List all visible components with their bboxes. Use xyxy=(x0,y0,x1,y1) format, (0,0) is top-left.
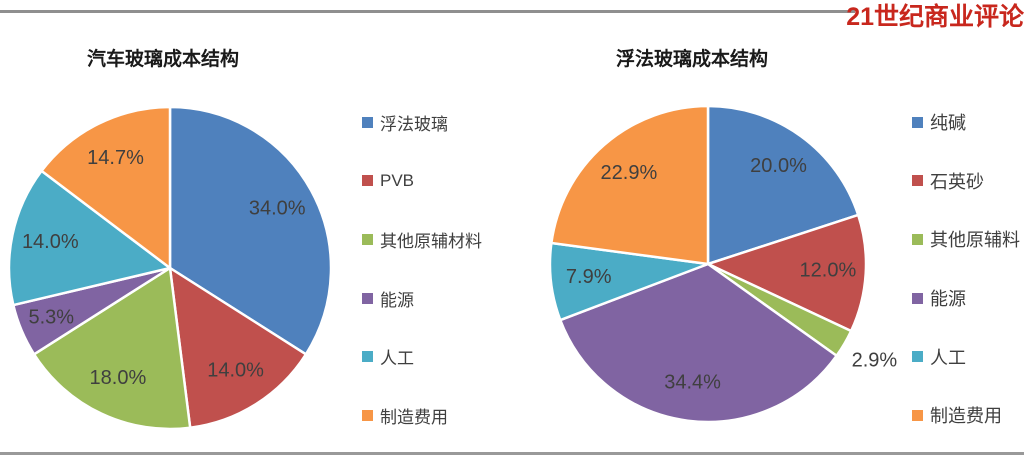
legend-label: 其他原辅料 xyxy=(930,230,1020,251)
pie-slice-4 xyxy=(559,262,838,424)
pie-slice-3 xyxy=(32,266,192,431)
legend-item: 制造费用 xyxy=(362,386,512,445)
legend-label: 制造费用 xyxy=(930,406,1002,427)
pie-slice-label: 34.4% xyxy=(664,371,721,393)
pie-slice-label: 18.0% xyxy=(90,367,147,389)
legend-swatch-icon xyxy=(362,409,373,421)
legend-swatch-icon xyxy=(912,233,923,245)
pie-slice-label: 2.9% xyxy=(852,350,898,372)
chart-title: 汽车玻璃成本结构 xyxy=(86,49,239,70)
legend-swatch-icon xyxy=(912,175,923,187)
pie-slice-label: 34.0% xyxy=(249,197,306,219)
pie-slice-label: 20.0% xyxy=(750,155,807,177)
legend-float-glass: 纯碱石英砂其他原辅料能源人工制造费用 xyxy=(912,93,1024,445)
legend-item: PVB xyxy=(362,152,512,211)
bottom-rule xyxy=(0,452,1024,455)
legend-swatch-icon xyxy=(912,409,923,421)
legend-label: 浮法玻璃 xyxy=(380,114,448,134)
legend-label: 制造费用 xyxy=(380,407,448,427)
legend-swatch-icon xyxy=(362,175,373,187)
legend-label: 人工 xyxy=(380,349,414,369)
legend-item: 石英砂 xyxy=(912,152,1024,211)
pie-slice-2 xyxy=(706,213,868,333)
legend-label: 能源 xyxy=(930,289,966,310)
pie-slice-label: 22.9% xyxy=(601,162,658,184)
top-rule xyxy=(0,10,855,13)
legend-label: 纯碱 xyxy=(930,113,966,134)
legend-item: 其他原辅材料 xyxy=(362,210,512,269)
legend-swatch-icon xyxy=(362,292,373,304)
legend-swatch-icon xyxy=(912,116,923,128)
pie-chart-float-glass: 20.0% 12.0% 2.9% 34.4% 7.9% 22.9% xyxy=(548,104,898,424)
pie-chart-auto-glass: 34.0% 14.0% 18.0% 5.3% 14.0% 14.7% xyxy=(7,105,333,431)
legend-swatch-icon xyxy=(912,351,923,363)
pie-slice-6 xyxy=(40,105,172,270)
legend-swatch-icon xyxy=(362,233,373,245)
legend-item: 纯碱 xyxy=(912,93,1024,152)
legend-item: 能源 xyxy=(912,269,1024,328)
legend-item: 制造费用 xyxy=(912,386,1024,445)
pie-slice-label: 5.3% xyxy=(29,306,75,328)
legend-item: 能源 xyxy=(362,269,512,328)
legend-swatch-icon xyxy=(362,351,373,363)
pie-slice-label: 14.7% xyxy=(87,147,144,169)
legend-label: 其他原辅材料 xyxy=(380,231,482,251)
legend-item: 其他原辅料 xyxy=(912,210,1024,269)
legend-swatch-icon xyxy=(362,116,373,128)
pie-slice-1 xyxy=(706,104,860,266)
legend-item: 人工 xyxy=(912,327,1024,386)
legend-label: 能源 xyxy=(380,290,414,310)
pie-slice-label: 14.0% xyxy=(22,231,79,253)
pie-slice-2 xyxy=(168,266,308,429)
legend-label: 石英砂 xyxy=(930,171,984,192)
legend-label: PVB xyxy=(380,170,415,190)
chart-title: 浮法玻璃成本结构 xyxy=(615,49,768,70)
pie-slice-5 xyxy=(7,169,172,307)
legend-swatch-icon xyxy=(912,292,923,304)
brand-logo: 21世纪商业评论 xyxy=(846,3,1024,31)
legend-auto-glass: 浮法玻璃 PVB 其他原辅材料 能源人工制造费用 xyxy=(362,93,512,445)
pie-slice-label: 12.0% xyxy=(800,260,857,282)
legend-item: 浮法玻璃 xyxy=(362,93,512,152)
pie-slice-label: 7.9% xyxy=(566,266,612,288)
legend-item: 人工 xyxy=(362,327,512,386)
pie-slice-6 xyxy=(550,104,710,266)
pie-slice-label: 14.0% xyxy=(207,360,264,382)
legend-label: 人工 xyxy=(930,347,966,368)
